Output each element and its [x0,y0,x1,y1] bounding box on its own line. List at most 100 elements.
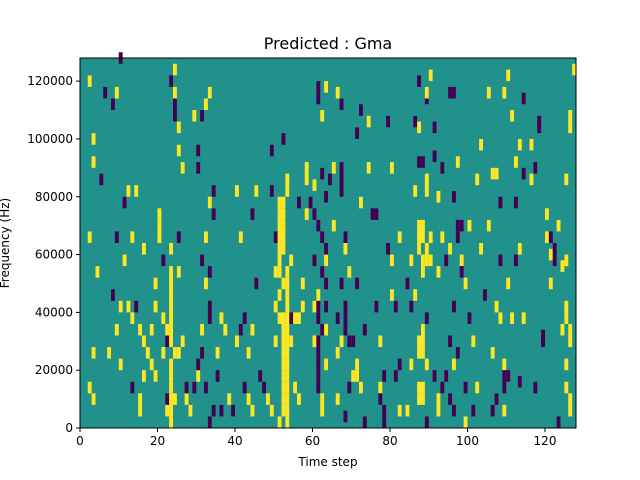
heatmap-cell [130,231,135,243]
heatmap-cell [564,358,569,371]
heatmap-cell [564,254,569,267]
heatmap-cell [405,277,410,290]
heatmap-cell [277,208,282,220]
heatmap-cell [300,300,305,313]
heatmap-cell [382,416,387,428]
heatmap-cell [138,393,143,405]
heatmap-cell [289,254,294,267]
heatmap-cell [231,404,236,417]
heatmap-cell [316,335,321,348]
heatmap-cell [421,381,425,394]
heatmap-cell [339,185,344,197]
heatmap-cell [304,162,309,174]
heatmap-cell [281,347,286,359]
heatmap-cell [405,404,410,417]
heatmap-cell [498,254,503,267]
chart-title: Predicted : Gma [264,34,392,53]
heatmap-cell [269,404,274,417]
heatmap-cell [366,162,371,174]
heatmap-cell [250,404,255,417]
heatmap-cell [413,289,418,301]
heatmap-cell [564,312,569,324]
heatmap-cell [452,358,456,371]
heatmap-cell [320,110,325,122]
heatmap-cell [556,219,561,232]
heatmap-cell [502,370,507,382]
heatmap-cell [382,404,387,417]
heatmap-cell [362,416,367,428]
heatmap-cell [436,404,441,417]
heatmap-cell [421,347,425,359]
heatmap-cell [320,404,325,417]
heatmap-cell [351,335,356,348]
heatmap-cell [436,190,441,203]
heatmap-cell [421,254,425,267]
heatmap-cell [180,162,185,174]
heatmap-cell [192,110,197,122]
heatmap-cell [428,231,433,243]
heatmap-cell [111,98,115,111]
heatmap-cell [285,323,290,336]
heatmap-cell [277,266,282,278]
heatmap-cell [351,370,356,382]
heatmap-cell [312,179,317,191]
heatmap-cell [281,393,286,405]
heatmap-cell [204,381,208,394]
heatmap-cell [316,370,321,382]
heatmap-cell [293,381,298,394]
heatmap-cell [440,162,445,174]
heatmap-cell [514,156,518,168]
heatmap-cell [417,335,422,348]
heatmap-cell [269,185,274,197]
heatmap-cell [169,289,174,301]
heatmap-cell [324,323,329,336]
heatmap-cell [169,300,174,313]
heatmap-cell [219,312,224,324]
heatmap-cell [304,173,309,186]
heatmap-cell [142,335,146,348]
heatmap-cell [506,370,511,382]
y-tick-label: 80000 [35,190,73,204]
heatmap-cell [211,404,216,417]
heatmap-cell [176,266,181,278]
heatmap-cell [521,312,526,324]
heatmap-cell [95,266,100,278]
heatmap-cell [281,208,286,220]
heatmap-cell [285,335,290,348]
heatmap-cell [331,162,336,174]
heatmap-cell [281,133,286,145]
heatmap-cell [564,381,569,394]
heatmap-cell [459,266,464,278]
heatmap-cell [273,266,278,278]
heatmap-cell [324,300,329,313]
heatmap-cell [475,381,480,394]
heatmap-cell [250,323,255,336]
heatmap-cell [169,312,174,324]
heatmap-cell [138,404,143,417]
heatmap-cell [281,370,286,382]
heatmap-cell [153,300,158,313]
heatmap-cell [486,219,491,232]
heatmap-cell [362,323,367,336]
heatmap-cell [490,167,495,180]
heatmap-cell [111,289,115,301]
heatmap-cell [343,300,348,313]
heatmap-cell [335,393,340,405]
heatmap-cell [215,370,220,382]
heatmap-cell [169,266,174,278]
heatmap-cell [533,381,538,394]
heatmap-cell [417,243,422,255]
heatmap-cell [107,347,112,359]
heatmap-cell [564,173,569,186]
heatmap-cell [421,156,425,168]
heatmap-cell [114,323,119,336]
x-tick-label: 100 [456,434,479,448]
heatmap-cell [413,115,418,128]
heatmap-cell [169,404,174,417]
heatmap-cell [153,370,158,382]
heatmap-cell [370,208,375,220]
heatmap-cell [285,347,290,359]
heatmap-cell [281,323,286,336]
heatmap-cell [173,110,177,122]
heatmap-cell [452,300,456,313]
